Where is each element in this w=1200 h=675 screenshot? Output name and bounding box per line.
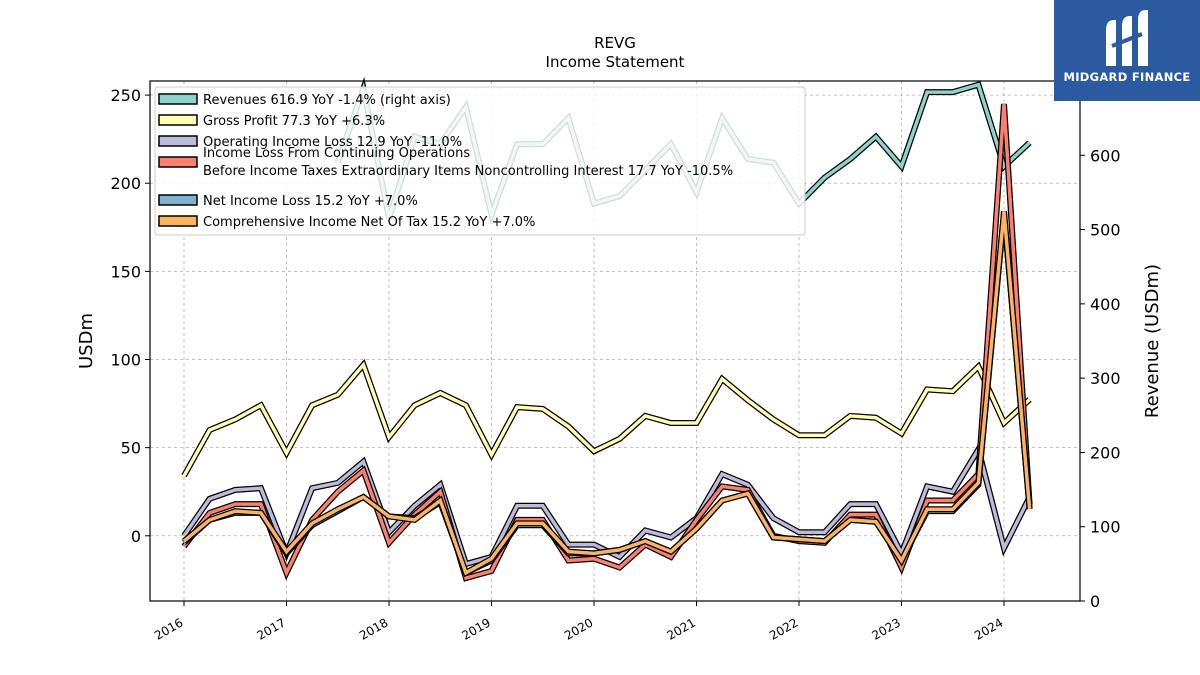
y-right-tick-label: 0 [1090, 592, 1100, 611]
x-tick-label: 2020 [562, 615, 595, 642]
series-stroke [182, 444, 1032, 567]
y-axis-label: USDm [76, 313, 97, 369]
x-tick-label: 2024 [972, 615, 1005, 642]
legend-label: Gross Profit 77.3 YoY +6.3% [203, 114, 385, 129]
x-tick-label: 2016 [152, 615, 185, 642]
legend-swatch [158, 194, 198, 206]
x-tick-label: 2022 [767, 615, 800, 642]
y-tick-label: 200 [110, 174, 141, 193]
x-tick-label: 2019 [460, 615, 493, 642]
legend-swatch [158, 215, 198, 227]
midgard-logo-icon [1106, 10, 1148, 66]
plot-frame [149, 80, 1081, 602]
legend-label: Income Loss From Continuing Operations Be… [203, 146, 733, 179]
series-stroke [182, 211, 1032, 576]
y-right-tick-label: 600 [1090, 146, 1121, 165]
series-line-2 [181, 441, 1033, 568]
x-tick-label: 2021 [665, 615, 698, 642]
y-tick-label: 150 [110, 262, 141, 281]
y-right-tick-label: 500 [1090, 221, 1121, 240]
legend-label-line2: Before Income Taxes Extraordinary Items … [203, 164, 733, 179]
legend: Revenues 616.9 YoY -1.4% (right axis) Gro… [154, 86, 806, 236]
legend-label: Comprehensive Income Net Of Tax 15.2 YoY… [203, 215, 535, 230]
legend-label: Revenues 616.9 YoY -1.4% (right axis) [203, 93, 451, 108]
y-tick-label: 50 [121, 439, 141, 458]
brand-logo: MIDGARD FINANCE [1054, 0, 1200, 101]
chart-title: REVG [594, 34, 636, 52]
y-axis-label-right: Revenue (USDm) [1142, 264, 1163, 418]
y-tick-label: 0 [131, 527, 141, 546]
y-tick-label: 250 [110, 86, 141, 105]
chart-subtitle: Income Statement [546, 53, 685, 71]
y-right-tick-label: 100 [1090, 518, 1121, 537]
y-right-tick-label: 200 [1090, 443, 1121, 462]
x-tick-label: 2017 [255, 615, 288, 642]
brand-name: MIDGARD FINANCE [1063, 70, 1191, 84]
legend-swatch [158, 135, 198, 147]
series-stroke [182, 361, 1031, 477]
legend-label: Net Income Loss 15.2 YoY +7.0% [203, 194, 418, 209]
y-right-tick-label: 300 [1090, 369, 1121, 388]
x-tick-label: 2018 [357, 615, 390, 642]
series-line-5 [182, 211, 1033, 578]
y-tick-label: 100 [110, 351, 141, 370]
legend-swatch [158, 114, 198, 126]
legend-label-line1: Income Loss From Continuing Operations [203, 146, 470, 161]
legend-swatch [158, 93, 198, 105]
x-tick-label: 2023 [870, 615, 903, 642]
y-right-tick-label: 400 [1090, 295, 1121, 314]
legend-label: Operating Income Loss 12.9 YoY -11.0% [203, 135, 462, 150]
legend-box [154, 86, 806, 236]
legend-swatch [158, 156, 198, 168]
series-line-1 [181, 358, 1032, 478]
series-outline [181, 358, 1032, 478]
